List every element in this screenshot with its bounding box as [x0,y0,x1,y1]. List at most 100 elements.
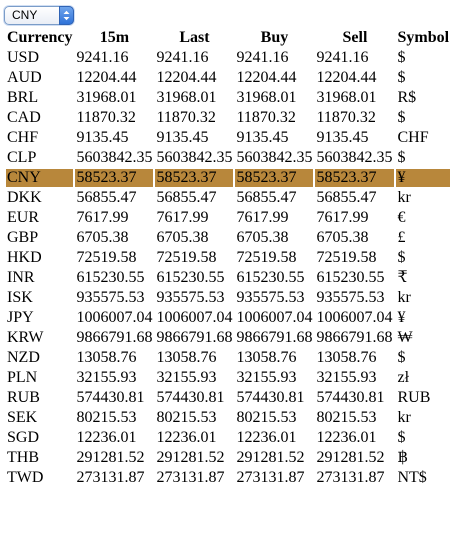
rates-table: Currency 15m Last Buy Sell Symbol USD 924… [4,27,452,489]
cell-sell: 11870.32 [316,109,376,126]
cell-symbol: ¥ [397,309,406,326]
cell-last: 291281.52 [156,449,225,466]
cell-buy: 273131.87 [236,469,305,486]
cell-15m: 273131.87 [76,469,145,486]
cell-currency: DKK [7,189,42,206]
cell-symbol: $ [397,69,406,86]
cell-15m: 291281.52 [76,449,145,466]
cell-currency: PLN [7,369,38,386]
header-15m: 15m [99,29,130,46]
table-row[interactable]: CLP 5603842.35 5603842.35 5603842.35 5603842… [6,149,450,167]
table-row[interactable]: JPY 1006007.04 1006007.04 1006007.04 1006007… [6,309,450,327]
table-row[interactable]: RUB 574430.81 574430.81 574430.81 574430.81 R… [6,389,450,407]
table-row[interactable]: SGD 12236.01 12236.01 12236.01 12236.01 $ [6,429,450,447]
cell-symbol: $ [397,149,406,166]
table-row[interactable]: DKK 56855.47 56855.47 56855.47 56855.47 kr [6,189,450,207]
cell-currency: CNY [6,169,74,187]
table-row[interactable]: PLN 32155.93 32155.93 32155.93 32155.93 zł [6,369,450,387]
cell-sell: 13058.76 [316,349,377,366]
cell-15m: 7617.99 [76,209,129,226]
table-row[interactable]: TWD 273131.87 273131.87 273131.87 273131.87 N… [6,469,450,487]
cell-currency: KRW [7,329,44,346]
table-row[interactable]: SEK 80215.53 80215.53 80215.53 80215.53 kr [6,409,450,427]
table-row[interactable]: CHF 9135.45 9135.45 9135.45 9135.45 CHF [6,129,450,147]
cell-currency: CAD [7,109,41,126]
cell-currency: THB [7,449,39,466]
cell-symbol: ₩ [397,329,413,346]
cell-15m: 13058.76 [76,349,137,366]
table-row[interactable]: CAD 11870.32 11870.32 11870.32 11870.32 $ [6,109,450,127]
cell-15m: 58523.37 [75,169,154,187]
cell-last: 31968.01 [156,89,217,106]
cell-last: 58523.37 [155,169,234,187]
cell-symbol: ¥ [396,169,451,187]
cell-last: 56855.47 [156,189,217,206]
cell-15m: 615230.55 [76,269,145,286]
cell-buy: 9241.16 [236,49,289,66]
table-row[interactable]: USD 9241.16 9241.16 9241.16 9241.16 $ [6,49,450,67]
cell-sell: 5603842.35 [316,149,393,166]
table-row[interactable]: EUR 7617.99 7617.99 7617.99 7617.99 € [6,209,450,227]
cell-last: 5603842.35 [156,149,233,166]
cell-buy: 31968.01 [236,89,297,106]
cell-sell: 1006007.04 [316,309,393,326]
table-row[interactable]: THB 291281.52 291281.52 291281.52 291281.52 ฿ [6,449,450,467]
cell-buy: 291281.52 [236,449,305,466]
currency-select[interactable]: CNY [4,6,74,25]
cell-15m: 1006007.04 [76,309,153,326]
cell-last: 12236.01 [156,429,217,446]
cell-symbol: kr [397,189,411,206]
cell-symbol: $ [397,429,406,446]
cell-15m: 80215.53 [76,409,137,426]
cell-symbol: R$ [397,89,417,106]
cell-currency: USD [7,49,40,66]
table-row[interactable]: ISK 935575.53 935575.53 935575.53 935575.53 k… [6,289,450,307]
cell-buy: 12204.44 [236,69,297,86]
cell-buy: 9135.45 [236,129,289,146]
cell-sell: 6705.38 [316,229,369,246]
cell-last: 12204.44 [156,69,217,86]
table-row[interactable]: KRW 9866791.68 9866791.68 9866791.68 9866791… [6,329,450,347]
header-currency: Currency [7,29,73,46]
cell-currency: JPY [7,309,34,326]
cell-symbol: NT$ [397,469,427,486]
table-row[interactable]: NZD 13058.76 13058.76 13058.76 13058.76 $ [6,349,450,367]
cell-currency: BRL [7,89,39,106]
cell-sell: 9866791.68 [316,329,393,346]
cell-buy: 58523.37 [235,169,314,187]
table-row[interactable]: HKD 72519.58 72519.58 72519.58 72519.58 $ [6,249,450,267]
table-row-selected[interactable]: CNY 58523.37 58523.37 58523.37 58523.37 ¥ [6,169,451,187]
cell-symbol: $ [397,109,406,126]
cell-sell: 7617.99 [316,209,369,226]
cell-buy: 935575.53 [236,289,305,306]
header-sell: Sell [342,29,368,46]
cell-symbol: £ [397,229,406,246]
cell-last: 1006007.04 [156,309,233,326]
cell-sell: 58523.37 [315,169,395,187]
cell-symbol: RUB [397,389,431,406]
cell-sell: 615230.55 [316,269,385,286]
table-row[interactable]: GBP 6705.38 6705.38 6705.38 6705.38 £ [6,229,450,247]
cell-symbol: kr [397,289,411,306]
cell-buy: 56855.47 [236,189,297,206]
cell-symbol: € [397,209,406,226]
cell-15m: 935575.53 [76,289,145,306]
cell-15m: 5603842.35 [76,149,153,166]
cell-sell: 574430.81 [316,389,385,406]
cell-currency: CHF [7,129,39,146]
cell-currency: NZD [7,349,40,366]
cell-15m: 12204.44 [76,69,137,86]
cell-last: 9241.16 [156,49,209,66]
cell-buy: 80215.53 [236,409,297,426]
cell-last: 6705.38 [156,229,209,246]
table-row[interactable]: AUD 12204.44 12204.44 12204.44 12204.44 $ [6,69,450,87]
cell-last: 273131.87 [156,469,225,486]
cell-15m: 574430.81 [76,389,145,406]
cell-last: 7617.99 [156,209,209,226]
cell-sell: 273131.87 [316,469,385,486]
cell-currency: TWD [7,469,44,486]
cell-buy: 7617.99 [236,209,289,226]
table-row[interactable]: INR 615230.55 615230.55 615230.55 615230.55 ₹ [6,269,450,287]
table-row[interactable]: BRL 31968.01 31968.01 31968.01 31968.01 R$ [6,89,450,107]
cell-last: 11870.32 [156,109,216,126]
